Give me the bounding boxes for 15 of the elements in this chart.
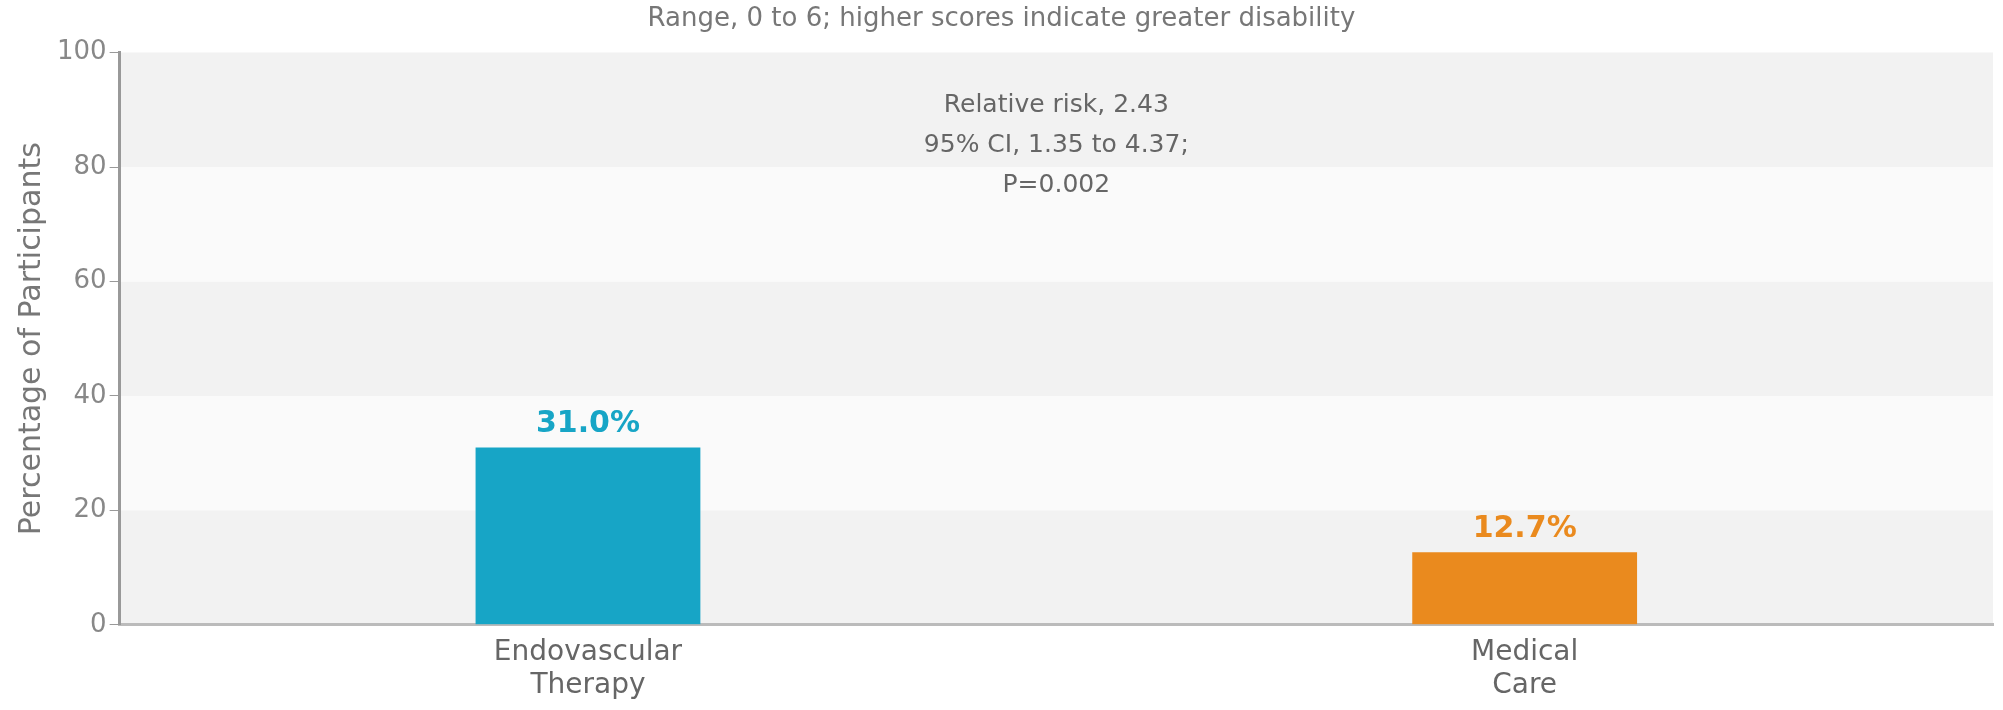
data-label: 31.0% [535,404,641,440]
chart-subtitle: Range, 0 to 6; higher scores indicate greater disability [646,1,1357,34]
y-tick-label: 20 [73,493,107,524]
y-tick-label: 60 [73,264,107,295]
x-tick-label: Medical Care [1471,633,1579,701]
annotation: Relative risk, 2.43 [943,88,1169,118]
x-tick-label: Endovascular Therapy [493,633,683,701]
data-label: 12.7% [1472,508,1577,544]
annotation: 95% CI, 1.35 to 4.37; [923,128,1189,158]
y-tick-label: 0 [90,607,107,638]
y-tick-label: 40 [73,378,107,409]
y-tick-label: 100 [56,35,107,66]
annotation: P=0.002 [1002,168,1111,198]
y-axis-title: Percentage of Participants [11,142,47,536]
y-tick-label: 80 [73,149,107,180]
